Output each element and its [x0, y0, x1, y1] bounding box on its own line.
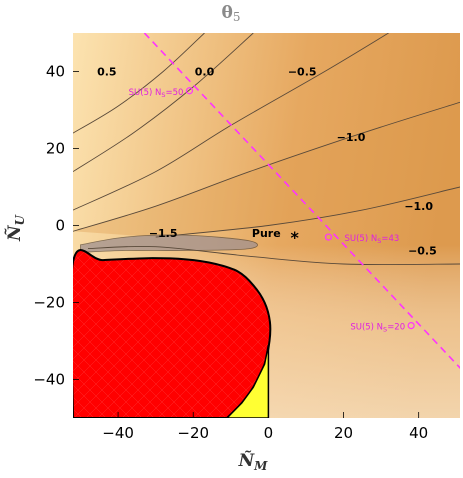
contour-line-4 [155, 186, 460, 238]
contour-label-2: −0.5 [288, 65, 317, 78]
su5-point-2 [407, 322, 415, 330]
contour-line-0 [73, 33, 205, 134]
contour-label-1: 0.0 [195, 65, 215, 78]
x-tick-label: 0 [264, 424, 274, 442]
x-tick-label: −40 [102, 424, 134, 442]
contour-band-dark [73, 102, 460, 238]
contour-label-5: −1.5 [149, 227, 178, 240]
x-tick-label: 20 [334, 424, 353, 442]
contour-line-1 [73, 33, 254, 172]
contour-label-0: 0.5 [97, 65, 117, 78]
y-axis-label: ÑU [3, 213, 27, 242]
su5-point-label-2: SU(5) NS=20 [350, 323, 405, 334]
x-axis-label: ÑM [238, 449, 269, 473]
su5-point-1 [324, 233, 333, 241]
contour-label-3: −1.0 [337, 131, 366, 144]
contour-label-4: −1.0 [404, 200, 433, 213]
y-tick-label: −20 [33, 294, 65, 312]
contour-label-6: −0.5 [408, 244, 437, 257]
excluded-region [73, 249, 272, 418]
su5-point-label-0: SU(5) NS=50 [129, 88, 184, 99]
y-tick-label: 0 [55, 217, 65, 235]
y-tick-label: −40 [33, 371, 65, 389]
x-tick-label: 40 [409, 424, 428, 442]
contour-line-3 [73, 101, 460, 232]
x-tick-label: −20 [177, 424, 209, 442]
su5-point-label-1: SU(5) NS=43 [344, 234, 399, 245]
yellow-region [225, 344, 270, 418]
pure-band [80, 234, 258, 253]
y-tick-label: 40 [46, 63, 65, 81]
su5-point-0 [185, 87, 194, 95]
y-tick-label: 20 [46, 140, 65, 158]
pure-label: Pure [252, 227, 281, 240]
chart-title: θ5 [222, 3, 241, 24]
pure-star-marker: * [290, 228, 299, 247]
su5-line [143, 33, 460, 369]
contour-line-5 [87, 245, 460, 266]
